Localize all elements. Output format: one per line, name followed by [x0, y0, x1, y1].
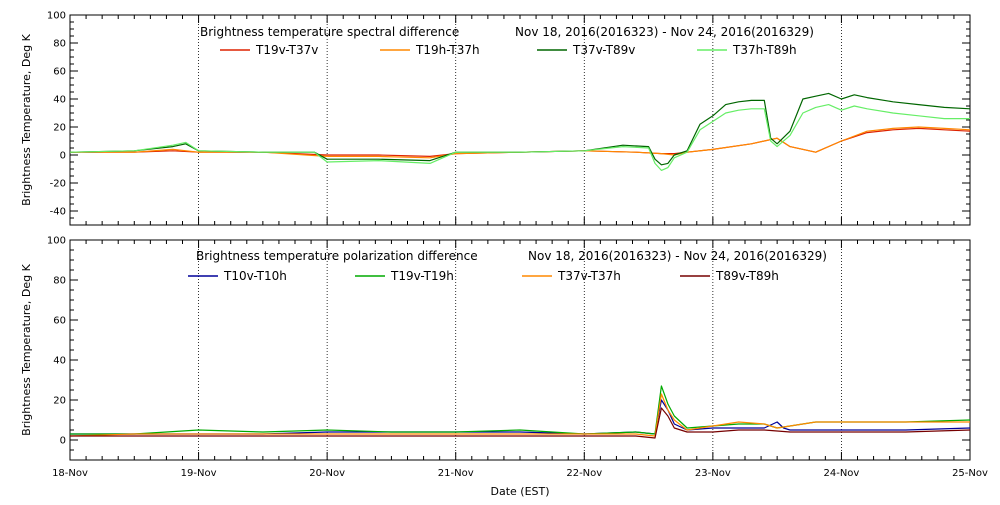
y-tick-label: 20: [53, 396, 66, 407]
x-tick-label: 21-Nov: [438, 468, 474, 479]
y-tick-label: 40: [53, 95, 66, 106]
y-tick-label: 60: [53, 316, 66, 327]
x-tick-label: 23-Nov: [695, 468, 731, 479]
legend-label: T89v-T89h: [715, 269, 779, 283]
plot-frame: [69, 14, 971, 226]
date-range: Nov 18, 2016(2016323) - Nov 24, 2016(201…: [515, 25, 814, 39]
series-line-T19v-T19h: [70, 385, 971, 435]
y-tick-label: 40: [53, 356, 66, 367]
x-tick-label: 19-Nov: [181, 468, 217, 479]
y-tick-label: 100: [47, 11, 66, 22]
x-tick-label: 25-Nov: [952, 468, 988, 479]
chart-title: Brightness temperature polarization diff…: [196, 249, 478, 263]
date-range: Nov 18, 2016(2016323) - Nov 24, 2016(201…: [528, 249, 827, 263]
y-axis-label: Brightness Temperature, Deg K: [20, 263, 33, 435]
x-tick-label: 22-Nov: [566, 468, 602, 479]
series-line-T19h-T37h: [70, 126, 971, 159]
y-tick-label: 80: [53, 276, 66, 287]
y-tick-label: 0: [60, 436, 66, 447]
chart-title: Brightness temperature spectral differen…: [200, 25, 459, 39]
plot-frame: [69, 239, 971, 461]
y-tick-label: 0: [60, 151, 66, 162]
y-tick-label: -40: [50, 207, 66, 218]
y-tick-label: -20: [50, 179, 66, 190]
legend-label: T19v-T37v: [255, 43, 318, 57]
legend-label: T19h-T37h: [415, 43, 480, 57]
panel-polarization-difference: 0 20 40 60 80 100 Brightness Temperature, Deg …: [20, 236, 971, 461]
x-tick-label: 18-Nov: [52, 468, 88, 479]
x-axis-label: Date (EST): [490, 485, 549, 498]
series-line-T37h-T89h: [69, 103, 970, 171]
series-line-T89v-T89h: [70, 407, 971, 439]
y-tick-label: 100: [47, 236, 66, 247]
y-tick-label: 20: [53, 123, 66, 134]
series-line-T10v-T10h: [70, 399, 971, 435]
y-axis-label: Brightness Temperature, Deg K: [20, 33, 33, 205]
legend-label: T19v-T19h: [390, 269, 454, 283]
y-tick-label: 60: [53, 67, 66, 78]
y-tick-label: 80: [53, 39, 66, 50]
legend-label: T37v-T37h: [557, 269, 621, 283]
series-line-T37v-T37h: [69, 393, 970, 437]
legend-label: T37v-T89v: [572, 43, 635, 57]
legend-label: T10v-T10h: [223, 269, 287, 283]
series-line-T37v-T89v: [69, 92, 971, 166]
panel-spectral-difference: -40 -20 0 20 40 60 80 100 Brightness Temperature…: [20, 11, 971, 226]
x-tick-label: 20-Nov: [309, 468, 345, 479]
legend-label: T37h-T89h: [732, 43, 797, 57]
x-tick-label: 24-Nov: [823, 468, 859, 479]
